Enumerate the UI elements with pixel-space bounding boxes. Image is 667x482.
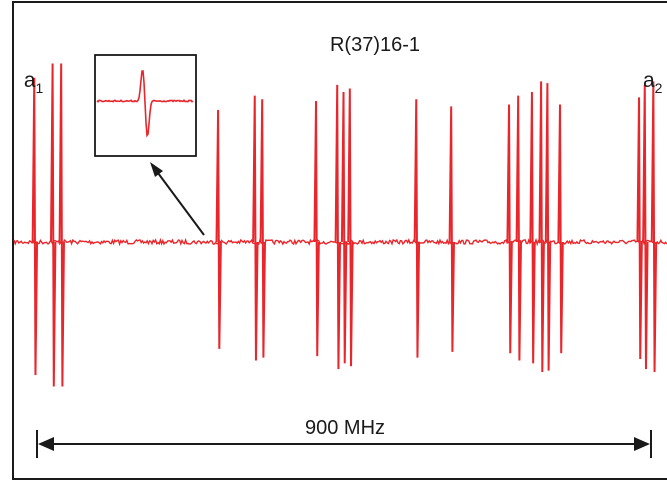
zoom-arrow bbox=[150, 162, 205, 236]
spectral-line-5 bbox=[252, 95, 259, 361]
spectral-line-8 bbox=[334, 84, 342, 370]
spectral-line-20 bbox=[642, 84, 649, 370]
spectral-line-12 bbox=[448, 106, 455, 352]
spectral-line-13 bbox=[506, 104, 513, 354]
spectral-line-9 bbox=[340, 92, 348, 364]
inset-derivative-line bbox=[96, 70, 194, 138]
spectral-line-11 bbox=[413, 99, 421, 358]
spectral-line-16 bbox=[538, 81, 545, 373]
spectrum-baseline bbox=[13, 237, 667, 247]
spectral-line-6 bbox=[259, 99, 266, 358]
chart-title: R(37)16-1 bbox=[330, 34, 420, 56]
spectral-line-17 bbox=[544, 83, 552, 371]
spectral-line-4 bbox=[215, 109, 222, 349]
spectral-line-3 bbox=[58, 63, 65, 387]
inset-panel bbox=[94, 54, 197, 157]
span-marker bbox=[36, 430, 652, 458]
spectral-line-14 bbox=[515, 95, 522, 361]
spectral-line-1 bbox=[31, 77, 39, 375]
figure-frame bbox=[12, 1, 667, 480]
spectrum-trace-group bbox=[31, 63, 658, 387]
line-label-a1: a1 bbox=[24, 69, 44, 96]
spectral-line-10 bbox=[347, 88, 354, 367]
spectral-line-18 bbox=[557, 104, 564, 354]
spectral-line-7 bbox=[313, 100, 320, 357]
spectral-line-2 bbox=[49, 63, 57, 387]
spectral-line-21 bbox=[650, 81, 658, 373]
line-label-a2: a2 bbox=[643, 69, 663, 96]
spectral-line-15 bbox=[529, 92, 536, 364]
span-label: 900 MHz bbox=[305, 417, 385, 439]
spectral-line-19 bbox=[636, 97, 643, 360]
